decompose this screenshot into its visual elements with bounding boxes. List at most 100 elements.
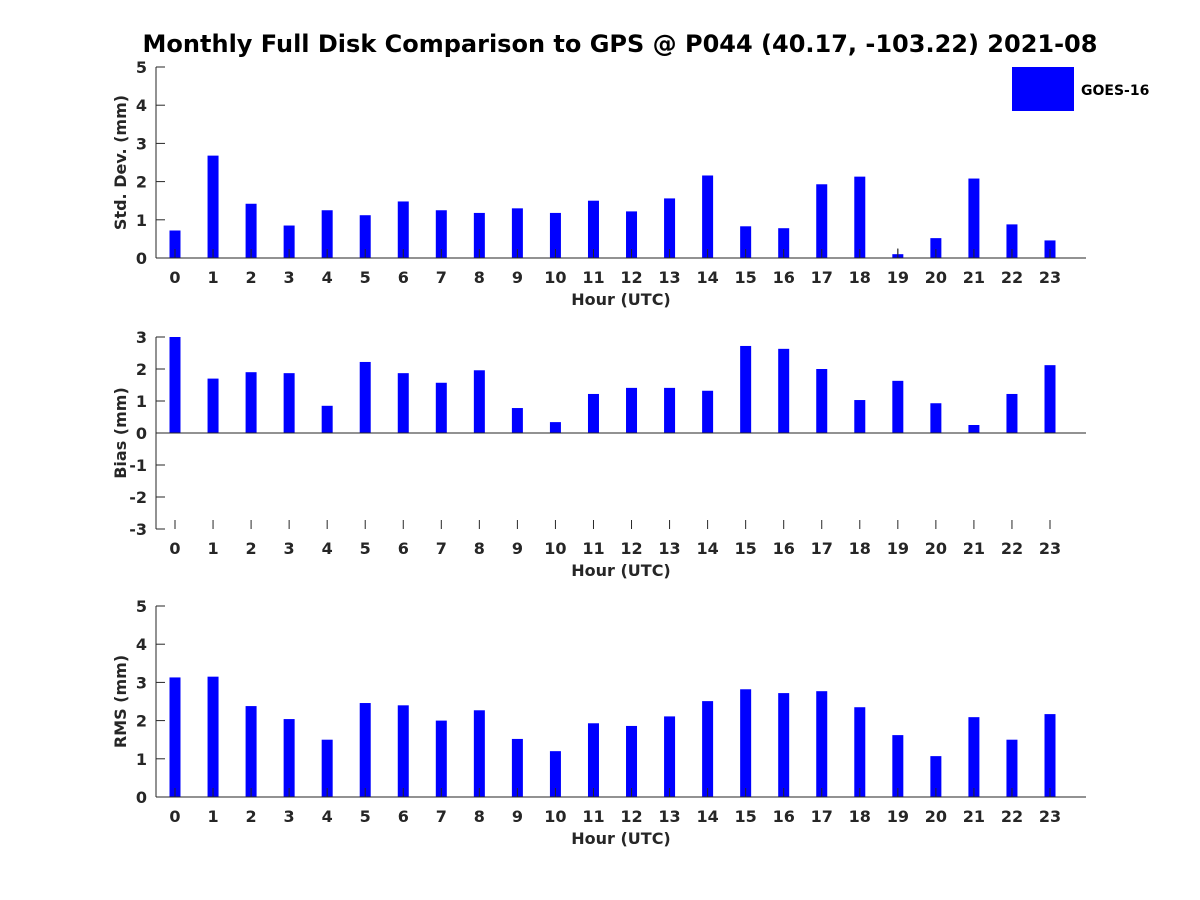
x-tick-label: 18 (849, 807, 871, 826)
x-axis-label: Hour (UTC) (571, 290, 671, 309)
bar-std-1 (207, 155, 219, 258)
bar-bias-14 (702, 390, 714, 433)
bar-rms-21 (968, 717, 980, 797)
bar-std-10 (549, 212, 561, 258)
y-axis-label: Std. Dev. (mm) (111, 95, 130, 230)
x-tick-label: 16 (773, 807, 795, 826)
bar-std-4 (321, 210, 333, 258)
y-tick-label: 0 (136, 249, 147, 268)
x-tick-label: 2 (246, 268, 257, 287)
bar-std-22 (1006, 224, 1018, 258)
chart-title: Monthly Full Disk Comparison to GPS @ P0… (142, 30, 1098, 58)
x-tick-label: 15 (735, 807, 757, 826)
x-tick-label: 7 (436, 539, 447, 558)
bar-bias-16 (778, 348, 790, 433)
x-tick-label: 20 (925, 268, 947, 287)
bar-rms-14 (702, 701, 714, 797)
x-tick-label: 21 (963, 539, 985, 558)
y-tick-label: 4 (136, 96, 147, 115)
bar-bias-22 (1006, 393, 1018, 433)
bar-rms-20 (930, 756, 942, 797)
x-tick-label: 17 (811, 268, 833, 287)
x-tick-label: 16 (773, 268, 795, 287)
x-tick-label: 6 (398, 539, 409, 558)
x-tick-label: 4 (322, 539, 333, 558)
x-tick-label: 5 (360, 807, 371, 826)
bar-std-11 (587, 200, 599, 258)
bar-std-18 (854, 176, 866, 258)
bar-std-6 (397, 201, 409, 258)
x-tick-label: 2 (246, 807, 257, 826)
bar-rms-10 (549, 751, 561, 797)
x-tick-label: 19 (887, 268, 909, 287)
x-tick-label: 6 (398, 807, 409, 826)
x-axis-label: Hour (UTC) (571, 829, 671, 848)
y-tick-label: 5 (136, 58, 147, 77)
x-tick-label: 18 (849, 539, 871, 558)
bar-std-7 (435, 210, 447, 258)
bar-std-14 (702, 175, 714, 258)
bar-std-9 (511, 208, 523, 258)
x-tick-label: 0 (169, 539, 180, 558)
x-tick-label: 3 (284, 539, 295, 558)
bar-std-2 (245, 203, 257, 258)
x-tick-label: 12 (620, 268, 642, 287)
y-tick-label: 3 (136, 673, 147, 692)
x-tick-label: 6 (398, 268, 409, 287)
legend-label: GOES-16 (1081, 83, 1149, 99)
x-tick-label: 11 (582, 807, 604, 826)
y-tick-label: 4 (136, 635, 147, 654)
x-tick-label: 23 (1039, 807, 1061, 826)
bar-bias-18 (854, 400, 866, 433)
x-tick-label: 14 (696, 807, 718, 826)
x-tick-label: 21 (963, 807, 985, 826)
y-tick-label: -1 (129, 456, 147, 475)
bar-bias-4 (321, 405, 333, 433)
bar-rms-3 (283, 719, 295, 797)
bar-rms-12 (626, 725, 638, 797)
bar-std-17 (816, 184, 828, 258)
x-tick-label: 0 (169, 268, 180, 287)
bar-rms-19 (892, 735, 904, 797)
bar-std-13 (664, 198, 676, 258)
x-tick-label: 1 (207, 268, 218, 287)
x-tick-label: 10 (544, 268, 566, 287)
x-tick-label: 4 (322, 807, 333, 826)
legend: GOES-16 (1012, 67, 1149, 111)
bar-rms-11 (587, 723, 599, 797)
y-tick-label: 5 (136, 597, 147, 616)
y-tick-label: 2 (136, 173, 147, 192)
x-axis-label: Hour (UTC) (571, 561, 671, 580)
y-axis-label: RMS (mm) (111, 655, 130, 748)
y-tick-label: 0 (136, 788, 147, 807)
x-tick-label: 0 (169, 807, 180, 826)
bar-rms-15 (740, 689, 752, 797)
x-tick-label: 10 (544, 539, 566, 558)
x-tick-label: 23 (1039, 268, 1061, 287)
bar-bias-0 (169, 337, 181, 433)
y-axis-label: Bias (mm) (111, 387, 130, 479)
x-tick-label: 12 (620, 807, 642, 826)
bar-rms-1 (207, 676, 219, 797)
bar-rms-8 (473, 710, 485, 797)
x-tick-label: 18 (849, 268, 871, 287)
x-tick-label: 15 (735, 268, 757, 287)
x-tick-label: 11 (582, 539, 604, 558)
bar-std-12 (626, 211, 638, 258)
x-tick-label: 3 (284, 807, 295, 826)
x-tick-label: 14 (696, 539, 718, 558)
bar-std-21 (968, 178, 980, 258)
x-tick-label: 8 (474, 539, 485, 558)
x-tick-label: 1 (207, 807, 218, 826)
x-tick-label: 22 (1001, 539, 1023, 558)
x-tick-label: 5 (360, 268, 371, 287)
bar-bias-15 (740, 345, 752, 433)
bar-rms-4 (321, 739, 333, 797)
bar-bias-19 (892, 380, 904, 433)
bar-rms-0 (169, 677, 181, 797)
bar-bias-6 (397, 373, 409, 433)
x-tick-label: 8 (474, 807, 485, 826)
x-tick-label: 23 (1039, 539, 1061, 558)
x-tick-label: 9 (512, 539, 523, 558)
